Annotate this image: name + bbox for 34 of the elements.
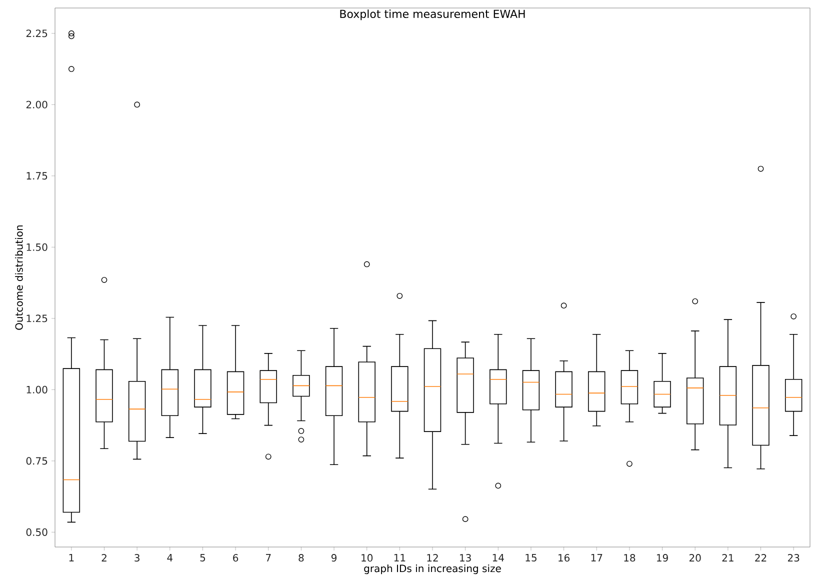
y-tick-label: 0.50 — [26, 528, 48, 536]
y-tick-label: 2.00 — [26, 100, 48, 108]
x-tick-label: 7 — [266, 554, 271, 562]
x-tick-label: 12 — [427, 554, 438, 562]
x-tick-label: 2 — [102, 554, 106, 562]
x-tick-label: 5 — [200, 554, 206, 562]
chart-title: Boxplot time measurement EWAH — [340, 10, 525, 20]
x-axis-title: graph IDs in increasing size — [364, 564, 501, 574]
y-axis-title: Outcome distribution — [15, 225, 23, 330]
x-tick-label: 6 — [233, 554, 238, 562]
x-tick-label: 23 — [788, 554, 800, 562]
y-tick-label: 1.00 — [26, 386, 48, 394]
x-tick-label: 10 — [362, 554, 373, 562]
x-tick-label: 13 — [460, 554, 471, 562]
x-tick-label: 21 — [722, 554, 734, 562]
x-tick-label: 8 — [298, 554, 304, 562]
x-tick-label: 14 — [492, 554, 504, 562]
x-tick-label: 19 — [657, 554, 668, 562]
x-tick-label: 16 — [558, 554, 570, 562]
x-tick-label: 17 — [591, 554, 602, 562]
x-tick-label: 4 — [167, 554, 173, 562]
x-tick-label: 11 — [394, 554, 406, 562]
y-tick-label: 1.25 — [26, 314, 48, 322]
x-tick-label: 18 — [624, 554, 636, 562]
x-tick-label: 15 — [526, 554, 536, 562]
x-tick-label: 1 — [69, 554, 74, 562]
x-tick-label: 3 — [134, 554, 140, 562]
x-tick-label: 22 — [755, 554, 766, 562]
y-tick-label: 1.75 — [26, 172, 48, 180]
x-tick-label: 9 — [331, 554, 336, 562]
y-tick-label: 1.50 — [26, 243, 48, 251]
x-tick-label: 20 — [689, 554, 701, 562]
y-tick-label: 2.25 — [26, 30, 48, 38]
y-tick-label: 0.75 — [26, 457, 48, 465]
